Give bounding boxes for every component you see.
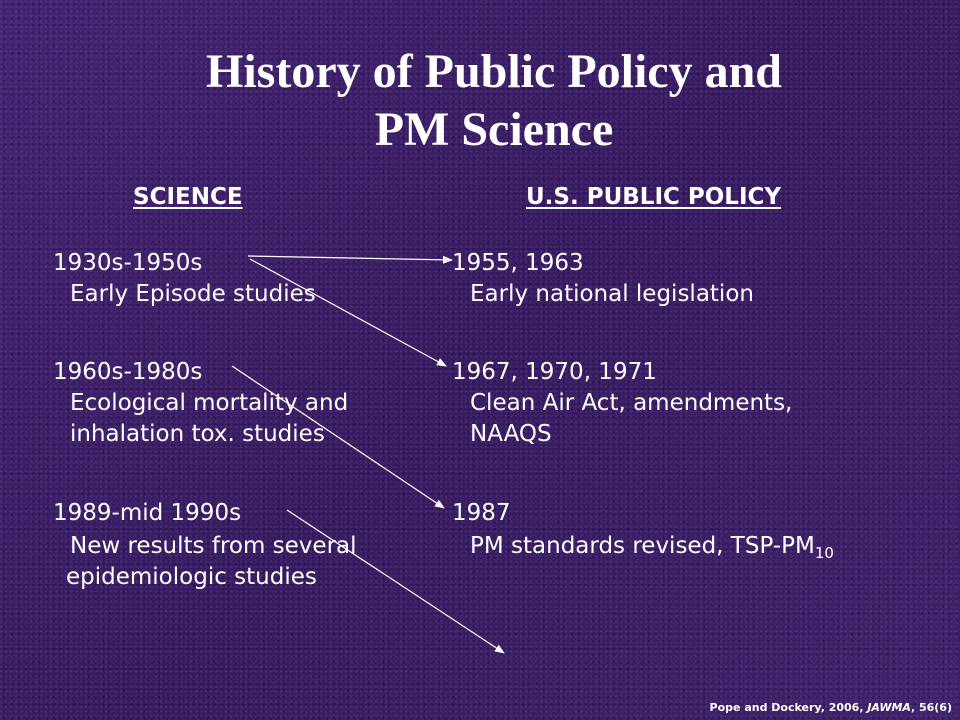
- citation-journal: JAWMA: [867, 701, 911, 714]
- science-desc-1: Early Episode studies: [70, 281, 316, 307]
- slide-title-line1: History of Public Policy and: [206, 45, 782, 98]
- science-desc-3-line2: epidemiologic studies: [66, 564, 317, 590]
- citation-issue: (6): [934, 701, 952, 714]
- arrow-1989-to-future: [286, 509, 505, 654]
- policy-desc-2-line2: NAAQS: [470, 421, 552, 447]
- science-period-1: 1930s-1950s: [53, 250, 203, 276]
- policy-column-header: U.S. PUBLIC POLICY: [526, 184, 782, 210]
- slide-title-line2: PM Science: [374, 103, 614, 156]
- policy-desc-2-line1: Clean Air Act, amendments,: [470, 390, 793, 416]
- science-period-3: 1989-mid 1990s: [53, 500, 242, 526]
- policy-years-3: 1987: [452, 500, 511, 526]
- science-column-header: SCIENCE: [133, 184, 243, 210]
- science-period-2: 1960s-1980s: [53, 359, 203, 385]
- citation: Pope and Dockery, 2006, JAWMA, 56(6): [710, 701, 952, 714]
- citation-sep: ,: [910, 701, 919, 714]
- policy-desc-3: PM standards revised, TSP-PM10: [470, 531, 834, 568]
- policy-desc-3-main: PM standards revised, TSP-PM: [470, 533, 815, 559]
- citation-volume: 56: [918, 701, 935, 714]
- science-desc-2-line1: Ecological mortality and: [70, 390, 349, 416]
- science-desc-3-line1: New results from several: [70, 533, 357, 559]
- policy-desc-3-subscript: 10: [814, 544, 834, 562]
- arrow-1930s-to-1955: [247, 255, 453, 264]
- science-desc-2-line2: inhalation tox. studies: [70, 421, 325, 447]
- citation-prefix: Pope and Dockery, 2006,: [709, 701, 868, 714]
- policy-desc-1: Early national legislation: [470, 281, 754, 307]
- arrow-1960s-to-1987: [231, 365, 445, 509]
- policy-years-2: 1967, 1970, 1971: [452, 359, 657, 385]
- policy-years-1: 1955, 1963: [452, 250, 584, 276]
- arrow-1930s-to-1967: [249, 258, 447, 367]
